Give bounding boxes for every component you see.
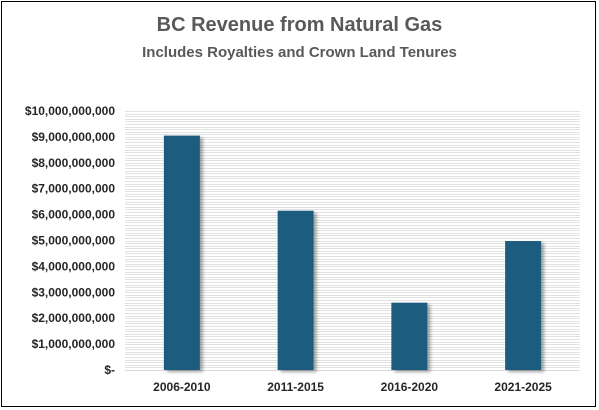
bar-2011-2015 <box>277 210 314 370</box>
y-tick-label: $8,000,000,000 <box>32 156 116 170</box>
y-tick-label: $10,000,000,000 <box>25 104 115 118</box>
y-tick-label: $3,000,000,000 <box>32 285 116 299</box>
x-tick-label: 2021-2025 <box>494 380 552 394</box>
y-tick-label: $1,000,000,000 <box>32 337 116 351</box>
chart-title: BC Revenue from Natural Gas <box>156 14 443 36</box>
y-tick-label: $6,000,000,000 <box>32 208 116 222</box>
y-tick-label: $2,000,000,000 <box>32 311 116 325</box>
y-tick-label: $4,000,000,000 <box>32 259 116 273</box>
bar-2021-2025 <box>505 241 542 370</box>
x-tick-label: 2011-2015 <box>267 380 324 394</box>
y-tick-label: $5,000,000,000 <box>32 234 116 248</box>
x-tick-label: 2016-2020 <box>381 380 439 394</box>
gridlines <box>125 111 580 371</box>
y-tick-label: $7,000,000,000 <box>32 182 116 196</box>
x-tick-label: 2006-2010 <box>153 380 211 394</box>
bar-2006-2010 <box>163 135 200 370</box>
bar-2016-2020 <box>391 302 428 370</box>
x-axis: 2006-2010 2011-2015 2016-2020 2021-2025 <box>153 380 552 394</box>
chart-subtitle: Includes Royalties and Crown Land Tenure… <box>142 44 457 61</box>
bars <box>163 135 542 370</box>
y-axis: $- $1,000,000,000 $2,000,000,000 $3,000,000… <box>25 104 115 377</box>
y-tick-label: $9,000,000,000 <box>32 130 116 144</box>
y-tick-label: $- <box>104 363 115 377</box>
